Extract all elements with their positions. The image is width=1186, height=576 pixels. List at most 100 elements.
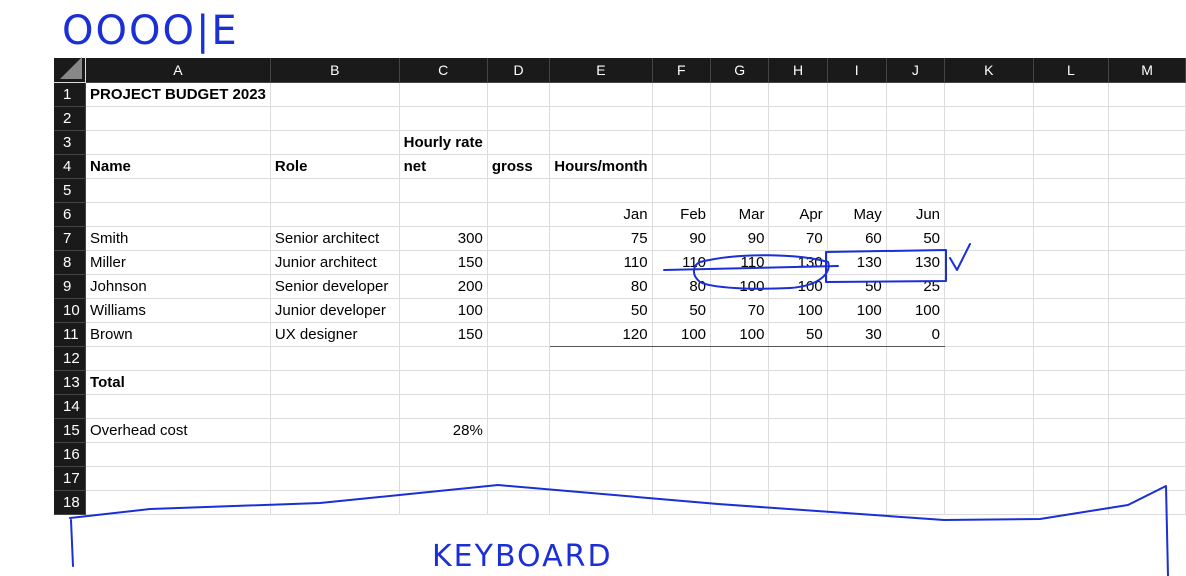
cell[interactable] — [944, 82, 1034, 107]
cell-hours[interactable]: 50 — [827, 274, 887, 299]
cell[interactable] — [399, 466, 488, 491]
cell-net-rate[interactable]: 300 — [399, 226, 488, 251]
cell[interactable] — [270, 466, 400, 491]
cell[interactable] — [85, 178, 271, 203]
cell[interactable] — [1033, 346, 1110, 371]
cell[interactable] — [652, 82, 712, 107]
column-header-c[interactable]: C — [399, 58, 488, 83]
column-header-b[interactable]: B — [270, 58, 400, 83]
cell[interactable] — [886, 346, 946, 371]
cell[interactable] — [85, 466, 271, 491]
cell[interactable] — [886, 130, 946, 155]
cell[interactable] — [827, 394, 887, 419]
cell-name[interactable]: Johnson — [85, 274, 271, 299]
cell[interactable] — [270, 370, 400, 395]
row-header-7[interactable]: 7 — [54, 226, 87, 251]
cell[interactable] — [487, 298, 551, 323]
cell[interactable] — [886, 178, 946, 203]
cell-hours[interactable]: 50 — [549, 298, 653, 323]
cell[interactable] — [944, 466, 1034, 491]
cell[interactable] — [768, 394, 828, 419]
cell-net-rate[interactable]: 150 — [399, 322, 488, 347]
row-header-4[interactable]: 4 — [54, 154, 87, 179]
cell[interactable] — [1108, 106, 1186, 131]
cell[interactable] — [270, 82, 400, 107]
cell[interactable] — [1033, 82, 1110, 107]
cell[interactable] — [85, 346, 271, 371]
cell[interactable] — [85, 202, 271, 227]
cell[interactable] — [768, 346, 828, 371]
cell[interactable] — [270, 106, 400, 131]
cell[interactable] — [886, 442, 946, 467]
row-header-13[interactable]: 13 — [54, 370, 87, 395]
cell[interactable] — [1033, 298, 1110, 323]
row-header-9[interactable]: 9 — [54, 274, 87, 299]
cell-overhead-value[interactable]: 28% — [399, 418, 488, 443]
cell[interactable] — [827, 154, 887, 179]
cell[interactable] — [944, 274, 1034, 299]
cell[interactable] — [270, 346, 400, 371]
cell-gross-header[interactable]: gross — [487, 154, 551, 179]
cell[interactable] — [944, 346, 1034, 371]
cell[interactable] — [549, 346, 653, 371]
cell[interactable] — [549, 130, 653, 155]
cell[interactable] — [886, 370, 946, 395]
cell-hours[interactable]: 50 — [886, 225, 946, 251]
cell[interactable] — [487, 274, 551, 299]
cell-hours[interactable]: 30 — [827, 322, 887, 347]
cell[interactable] — [1033, 106, 1110, 131]
cell[interactable] — [1108, 466, 1186, 491]
cell[interactable] — [1033, 154, 1110, 179]
cell-total-label[interactable]: Total — [85, 370, 271, 395]
row-header-8[interactable]: 8 — [54, 250, 87, 275]
cell-hours[interactable]: 50 — [768, 322, 828, 347]
cell[interactable] — [944, 370, 1034, 395]
cell-hours[interactable]: 100 — [886, 298, 946, 323]
cell[interactable] — [487, 178, 551, 203]
cell[interactable] — [768, 106, 828, 131]
cell-hours[interactable]: 100 — [827, 298, 887, 323]
cell-role[interactable]: Junior developer — [270, 298, 400, 323]
row-header-1[interactable]: 1 — [54, 82, 87, 107]
column-header-k[interactable]: K — [944, 58, 1034, 83]
cell[interactable] — [710, 490, 770, 515]
cell-hours[interactable]: 100 — [652, 322, 712, 347]
cell[interactable] — [886, 106, 946, 131]
cell[interactable] — [399, 202, 488, 227]
cell[interactable] — [1108, 418, 1186, 443]
cell[interactable] — [399, 490, 488, 515]
cell-hours[interactable]: 70 — [768, 225, 828, 251]
cell-hourly-rate-label[interactable]: Hourly rate — [399, 130, 488, 155]
cell-net-rate[interactable]: 150 — [399, 250, 488, 275]
row-header-15[interactable]: 15 — [54, 418, 87, 443]
cell[interactable] — [1033, 466, 1110, 491]
cell-hours[interactable]: 90 — [710, 225, 770, 251]
cell[interactable] — [944, 418, 1034, 443]
cell-net-rate[interactable]: 100 — [399, 298, 488, 323]
cell[interactable] — [827, 370, 887, 395]
cell[interactable] — [1033, 178, 1110, 203]
cell[interactable] — [1033, 250, 1110, 275]
cell[interactable] — [1033, 370, 1110, 395]
row-header-10[interactable]: 10 — [54, 298, 87, 323]
column-header-a[interactable]: A — [85, 58, 271, 83]
cell[interactable] — [944, 394, 1034, 419]
row-header-12[interactable]: 12 — [54, 346, 87, 371]
cell[interactable] — [270, 202, 400, 227]
cell-hours[interactable]: 50 — [652, 298, 712, 323]
cell[interactable] — [270, 442, 400, 467]
cell-hours[interactable]: 130 — [886, 250, 946, 275]
cell[interactable] — [768, 154, 828, 179]
cell[interactable] — [1033, 202, 1110, 227]
cell[interactable] — [1108, 370, 1186, 395]
cell[interactable] — [487, 226, 551, 251]
cell[interactable] — [652, 418, 712, 443]
cell[interactable] — [1108, 322, 1186, 347]
cell[interactable] — [886, 82, 946, 107]
cell-hours[interactable]: 100 — [710, 322, 770, 347]
cell[interactable] — [85, 442, 271, 467]
cell[interactable] — [652, 130, 712, 155]
cell[interactable] — [827, 178, 887, 203]
cell[interactable] — [487, 202, 551, 227]
column-header-g[interactable]: G — [710, 58, 770, 83]
